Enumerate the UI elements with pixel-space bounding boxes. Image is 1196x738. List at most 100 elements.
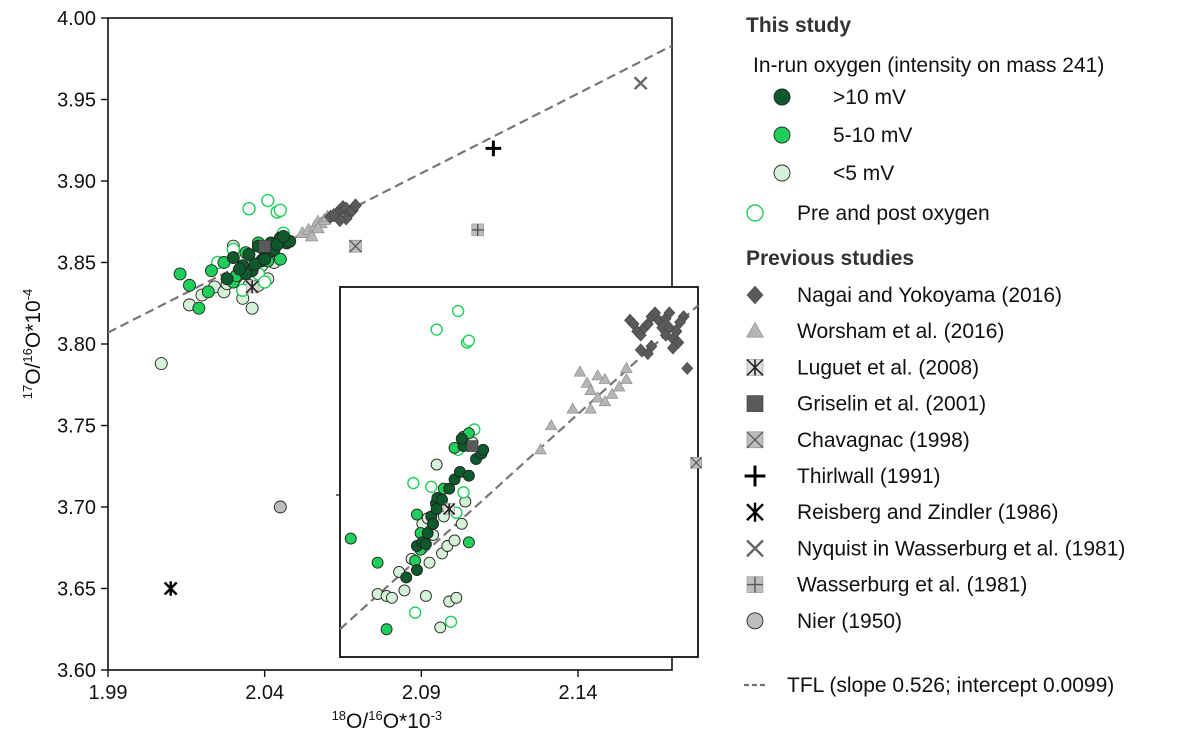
inset-point-luguet [443, 502, 456, 516]
inset-point-nagai [670, 324, 683, 338]
legend-marker-prepost [746, 204, 764, 222]
legend-label-thirlwall: Thirlwall (1991) [797, 465, 941, 488]
point-nagai [349, 198, 362, 213]
inset-point-worsham [620, 361, 633, 373]
legend-marker-nyquist [746, 539, 764, 558]
y-tick-label: 3.95 [57, 90, 96, 112]
legend-label-prepost: Pre and post oxygen [797, 202, 990, 225]
x-tick-label: 2.09 [402, 682, 441, 704]
point-prepost [261, 193, 275, 208]
inset-point-lt5 [398, 584, 411, 597]
point-gt10 [242, 247, 256, 261]
inset-point-gt10 [436, 493, 448, 506]
point-prepost [242, 202, 256, 216]
inset-point-lt5 [385, 591, 398, 604]
inset-point-gt10 [411, 564, 423, 576]
legend-label-chavagnac: Chavagnac (1998) [797, 429, 970, 452]
y-axis-title: 17O/16O*10-4 [20, 289, 45, 400]
inset-point-worsham [580, 376, 594, 388]
x-tick-label: 1.99 [89, 682, 128, 704]
point-gt10 [220, 272, 234, 286]
inset-point-5to10 [344, 532, 357, 545]
inset-point-lt5 [434, 621, 447, 634]
inset-point-prepost [407, 476, 420, 490]
legend-marker-reisberg [746, 502, 764, 522]
legend-previous-title: Previous studies [746, 247, 914, 270]
inset-point-prepost [457, 486, 470, 499]
x-tick-label: 2.04 [245, 682, 284, 704]
legend-label-wasserburg: Wasserburg et al. (1981) [797, 574, 1027, 597]
legend-label-gt10: >10 mV [833, 86, 906, 109]
point-gt10 [233, 262, 247, 276]
point-thirlwall [485, 140, 502, 157]
point-prepost [273, 203, 288, 218]
inset-point-worsham [591, 391, 605, 403]
legend-label-luguet: Luguet et al. (2008) [797, 356, 979, 379]
y-tick-label: 3.80 [57, 334, 96, 356]
inset-point-5to10 [371, 556, 384, 569]
point-reisberg [163, 581, 178, 596]
legend-label-nagai: Nagai and Yokoyama (2016) [797, 284, 1062, 307]
x-tick-label: 2.14 [559, 682, 598, 704]
inset-point-prepost [430, 323, 443, 336]
inset-point-nagai [672, 336, 685, 349]
inset-point-worsham [544, 419, 558, 431]
inset-point-gt10 [419, 538, 432, 551]
inset-point-worsham [573, 365, 587, 377]
legend-in-run-title: In-run oxygen (intensity on mass 241) [753, 54, 1104, 77]
legend-marker-luguet [746, 358, 764, 376]
legend-marker-5to10 [773, 126, 791, 144]
legend-marker-nier [746, 612, 764, 630]
y-tick-label: 3.90 [57, 171, 96, 193]
inset-point-gt10 [477, 443, 490, 456]
y-tick-label: 4.00 [57, 8, 96, 30]
legend-label-lt5: <5 mV [833, 162, 894, 185]
legend-label-nier: Nier (1950) [797, 610, 902, 633]
x-axis-title: 18O/16O*10-3 [332, 708, 443, 733]
y-tick-label: 3.75 [57, 416, 96, 438]
inset-point-lt5 [450, 591, 463, 604]
point-worsham [311, 221, 325, 234]
inset-point-prepost [451, 304, 465, 318]
point-gt10 [277, 229, 290, 243]
inset-point-prepost [462, 334, 476, 347]
y-tick-label: 3.65 [57, 579, 96, 601]
inset-point-griselin [466, 440, 479, 452]
point-5to10 [204, 264, 218, 278]
inset-point-gt10 [462, 469, 475, 482]
inset-plot [336, 286, 703, 658]
y-tick-label: 3.85 [57, 253, 96, 275]
point-5to10 [273, 252, 287, 266]
legend-marker-chavagnac [746, 431, 764, 449]
inset-point-worsham [566, 402, 579, 414]
legend-label-5to10: 5-10 mV [833, 124, 912, 147]
inset-point-worsham [612, 380, 626, 392]
point-wasserburg [471, 223, 485, 237]
inset-point-lt5 [423, 556, 436, 569]
inset-point-worsham [620, 372, 633, 384]
inset-point-nagai [674, 315, 687, 329]
legend-marker-wasserburg [746, 576, 764, 593]
inset-point-prepost [425, 480, 438, 493]
inset-point-worsham [584, 383, 597, 396]
point-worsham [304, 229, 319, 242]
point-prepost [257, 275, 272, 289]
inset-point-worsham [598, 372, 612, 384]
inset-point-5to10 [462, 536, 475, 549]
legend-label-worsham: Worsham et al. (2016) [797, 320, 1004, 343]
point-gt10 [258, 252, 272, 266]
legend-marker-thirlwall [744, 465, 766, 487]
point-5to10 [173, 267, 187, 281]
inset-point-gt10 [427, 517, 440, 530]
inset-point-gt10 [455, 432, 468, 445]
inset-point-prepost [444, 615, 458, 629]
inset-tfl-line [339, 304, 699, 631]
inset-point-worsham [598, 395, 612, 407]
point-lt5 [245, 301, 259, 315]
inset-point-gt10 [430, 503, 443, 515]
y-tick-label: 3.60 [57, 660, 96, 682]
legend-label-griselin: Griselin et al. (2001) [797, 393, 986, 416]
point-luguet [245, 280, 259, 294]
legend-marker-griselin [746, 395, 764, 412]
